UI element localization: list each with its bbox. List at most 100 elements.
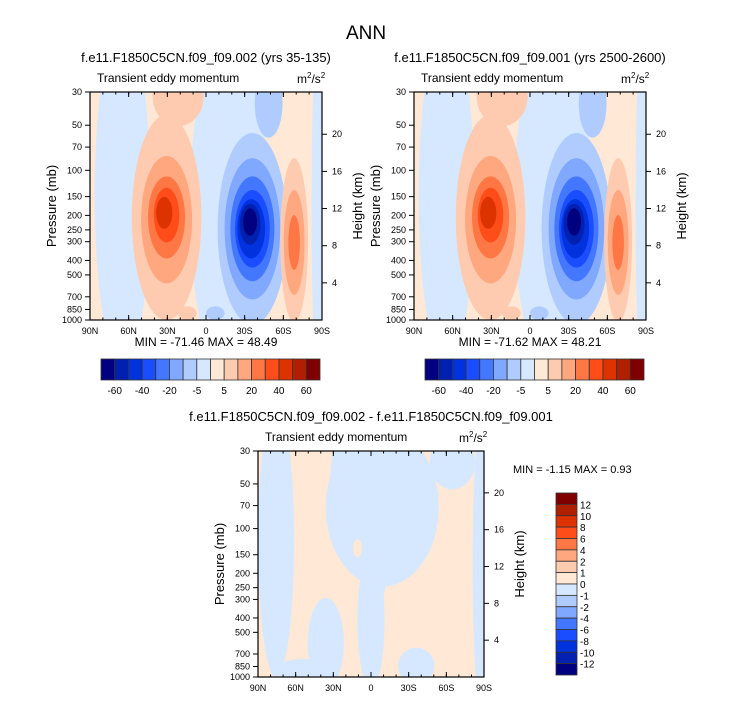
contour-region — [276, 658, 331, 677]
colorbar-box — [479, 358, 494, 381]
y-tick-label: 50 — [240, 479, 250, 489]
panel-title: f.e11.F1850C5CN.f09_f09.001 (yrs 2500-26… — [394, 50, 665, 65]
colorbar-box — [555, 629, 578, 642]
colorbar-label: -40 — [135, 386, 150, 397]
units-part: 2 — [307, 71, 312, 80]
height-axis-label: Height (km) — [350, 172, 365, 239]
colorbar-label: -60 — [431, 386, 446, 397]
panel-1 — [409, 91, 651, 381]
contour-region — [364, 518, 387, 610]
x-tick-label: 90N — [82, 326, 99, 336]
colorbar-box — [555, 538, 578, 551]
x-tick-label: 30S — [401, 683, 417, 693]
units-label: m2/s2 — [297, 71, 326, 86]
colorbar-box — [602, 358, 618, 381]
colorbar-box — [451, 358, 467, 381]
y-tick-label: 250 — [67, 225, 82, 235]
colorbar-box — [141, 358, 157, 381]
colorbar-box — [100, 358, 116, 381]
units-part: /s — [311, 72, 320, 86]
colorbar-box — [555, 663, 578, 676]
contour-region — [206, 306, 225, 320]
x-tick-label: 0 — [527, 326, 532, 336]
y-tick-label: 700 — [235, 649, 250, 659]
units-part: m — [621, 72, 631, 86]
height-tick-label: 8 — [656, 241, 661, 251]
x-tick-label: 0 — [368, 683, 373, 693]
colorbar-box — [616, 358, 631, 381]
contour-region — [156, 196, 173, 229]
contour-region — [307, 597, 344, 677]
x-tick-label: 30N — [483, 326, 500, 336]
colorbar-label: -5 — [516, 386, 525, 397]
colorbar-box — [555, 594, 578, 608]
colorbar-box — [555, 640, 578, 653]
panel-subtitle: Transient eddy momentum — [265, 430, 407, 444]
colorbar-box — [555, 651, 578, 665]
colorbar-box — [555, 526, 578, 539]
contour-region — [530, 306, 549, 320]
colorbar-label: 60 — [301, 386, 313, 397]
y-tick-label: 850 — [391, 304, 406, 314]
colorbar-box — [547, 358, 563, 381]
x-tick-label: 60N — [120, 326, 137, 336]
colorbar-box — [264, 358, 280, 381]
colorbar-label: 4 — [580, 546, 586, 557]
contour-region — [429, 451, 475, 490]
y-tick-label: 70 — [240, 501, 250, 511]
panel-title: f.e11.F1850C5CN.f09_f09.002 - f.e11.F185… — [189, 409, 553, 424]
y-tick-label: 400 — [391, 255, 406, 265]
y-tick-label: 150 — [67, 192, 82, 202]
colorbar-label: -8 — [580, 637, 589, 648]
contour-region — [612, 215, 624, 270]
colorbar-box — [438, 358, 453, 381]
y-tick-label: 100 — [391, 165, 406, 175]
colorbar-label: -40 — [459, 386, 474, 397]
contour-region — [578, 92, 607, 138]
y-tick-label: 500 — [67, 270, 82, 280]
height-tick-label: 20 — [332, 129, 342, 139]
y-tick-label: 30 — [396, 87, 406, 97]
colorbar-box — [305, 358, 321, 381]
x-tick-label: 90N — [250, 683, 267, 693]
height-axis-label: Height (km) — [674, 172, 689, 239]
units-part: 2 — [321, 71, 326, 80]
y-tick-label: 1000 — [230, 672, 250, 682]
colorbar-box — [575, 358, 590, 381]
colorbar-label: 12 — [580, 500, 592, 511]
x-tick-label: 90N — [406, 326, 423, 336]
height-tick-label: 12 — [332, 204, 342, 214]
contour-region — [352, 539, 362, 558]
x-tick-label: 30S — [237, 326, 253, 336]
y-tick-label: 850 — [235, 662, 250, 672]
colorbar-label: 2 — [580, 557, 586, 568]
x-tick-label: 60N — [444, 326, 461, 336]
y-tick-label: 1000 — [62, 315, 82, 325]
y-tick-label: 70 — [72, 142, 82, 152]
colorbar-box — [629, 358, 645, 381]
units-part: 2 — [469, 430, 474, 439]
height-tick-label: 20 — [656, 129, 666, 139]
panel-subtitle: Transient eddy momentum — [97, 71, 239, 85]
colorbar-box — [493, 358, 508, 381]
x-tick-label: 0 — [203, 326, 208, 336]
y-tick-label: 500 — [235, 627, 250, 637]
y-tick-label: 100 — [67, 165, 82, 175]
contour-region — [480, 196, 497, 229]
colorbar-label: -20 — [486, 386, 501, 397]
contour-region — [311, 92, 322, 320]
contour-region — [254, 92, 283, 138]
units-part: 2 — [483, 430, 488, 439]
colorbar-box — [169, 358, 184, 381]
height-tick-label: 8 — [494, 598, 499, 608]
colorbar-box — [278, 358, 294, 381]
y-tick-label: 500 — [391, 270, 406, 280]
contour-region — [330, 451, 367, 553]
colorbar-label: 40 — [273, 386, 285, 397]
colorbar-label: -2 — [580, 603, 589, 614]
x-tick-label: 90S — [476, 683, 492, 693]
contour-region — [258, 451, 295, 677]
y-tick-label: 150 — [235, 550, 250, 560]
y-tick-label: 70 — [396, 142, 406, 152]
